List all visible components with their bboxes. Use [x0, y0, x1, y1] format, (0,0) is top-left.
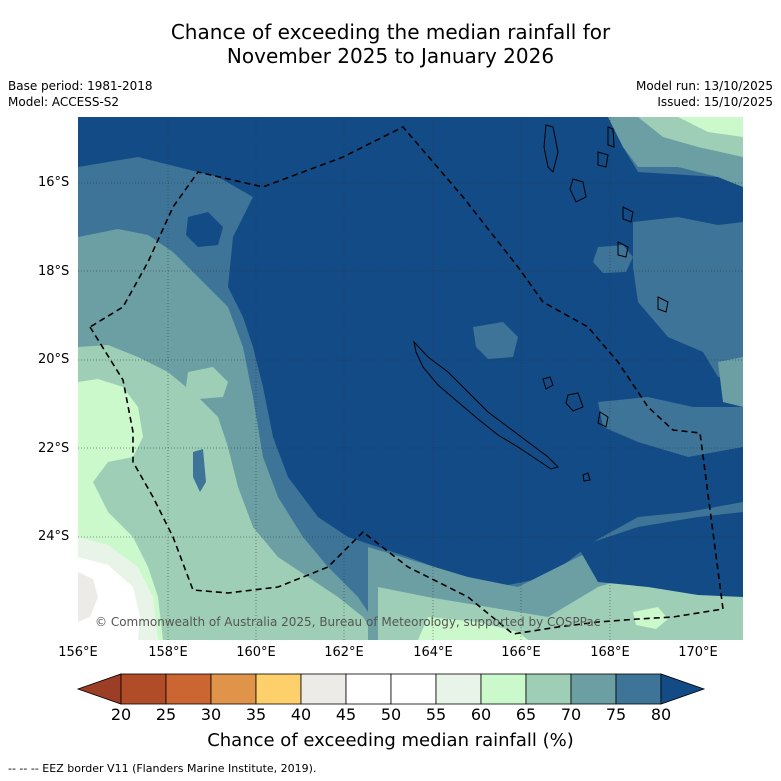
contour-40-45-sw [78, 572, 98, 622]
colorbar-tick-50: 50 [380, 705, 402, 724]
colorbar-extend-low [76, 673, 122, 705]
colorbar [76, 673, 706, 705]
lon-label-160e: 160°E [236, 645, 276, 660]
contour-70-75-east [718, 357, 743, 407]
contour-60-65-ne [678, 117, 743, 137]
colorbar-tick-30: 30 [200, 705, 222, 724]
lat-label-24s: 24°S [38, 529, 70, 544]
colorbar-tick-65: 65 [515, 705, 537, 724]
colorbar-segment-60 [480, 673, 527, 705]
colorbar-segment-55 [435, 673, 482, 705]
coastlines [413, 124, 669, 482]
colorbar-tick-75: 75 [605, 705, 627, 724]
lon-label-156e: 156°E [58, 645, 98, 660]
contour-75-80-east [633, 217, 743, 377]
eez-legend-note: -- -- -- EEZ border V11 (Flanders Marine… [8, 762, 317, 775]
colorbar-extend-high [660, 673, 706, 705]
loyalty-islands-outline [542, 376, 609, 428]
lon-label-170e: 170°E [678, 645, 718, 660]
contour-60-65-blob-se [633, 607, 668, 629]
new-caledonia-outline [413, 340, 559, 470]
colorbar-tick-45: 45 [335, 705, 357, 724]
lat-label-18s: 18°S [38, 264, 70, 279]
lon-label-162e: 162°E [324, 645, 364, 660]
map-title-line2: November 2025 to January 2026 [226, 44, 555, 68]
contour-50-55-sw [78, 557, 140, 640]
model-run: Model run: 13/10/2025 [635, 79, 773, 93]
colorbar-segment-70 [570, 673, 617, 705]
colorbar-tick-40: 40 [290, 705, 312, 724]
colorbar-segment-50 [390, 673, 437, 705]
colorbar-segment-35 [255, 673, 302, 705]
contour-gt80-core [78, 117, 743, 587]
lat-label-20s: 20°S [38, 352, 70, 367]
issued-date: Issued: 15/10/2025 [657, 95, 773, 109]
colorbar-label: Chance of exceeding median rainfall (%) [207, 730, 574, 751]
vanuatu-outline [543, 124, 669, 313]
colorbar-tick-35: 35 [245, 705, 267, 724]
contour-gt80-se [578, 512, 743, 597]
colorbar-tick-20: 20 [110, 705, 132, 724]
colorbar-segment-30 [210, 673, 257, 705]
lon-label-164e: 164°E [413, 645, 453, 660]
contour-75-80-se [598, 397, 743, 457]
colorbar-tick-25: 25 [155, 705, 177, 724]
contour-gt80-blob-nw [186, 212, 223, 247]
colorbar-tick-55: 55 [425, 705, 447, 724]
map-title-line1: Chance of exceeding the median rainfall … [170, 20, 611, 44]
lon-label-168e: 168°E [590, 645, 630, 660]
colorbar-segment-65 [525, 673, 572, 705]
contour-65-70-west [78, 345, 378, 640]
contour-65-70-blob [186, 367, 228, 399]
ile-des-pins-outline [582, 472, 591, 482]
contour-75-80-blob2 [593, 245, 633, 273]
colorbar-segment-45 [345, 673, 392, 705]
forecast-map: © Commonwealth of Australia 2025, Bureau… [78, 117, 743, 640]
contour-75-80-west-blob [193, 449, 206, 492]
colorbar-segment-75 [615, 673, 662, 705]
copyright-text: © Commonwealth of Australia 2025, Bureau… [95, 615, 600, 629]
lon-label-158e: 158°E [148, 645, 188, 660]
base-period: Base period: 1981-2018 [8, 79, 153, 93]
colorbar-segment-40 [300, 673, 347, 705]
colorbar-tick-70: 70 [560, 705, 582, 724]
lat-label-22s: 22°S [38, 441, 70, 456]
colorbar-segment-20 [120, 673, 167, 705]
colorbar-segment-25 [165, 673, 212, 705]
colorbar-tick-60: 60 [470, 705, 492, 724]
contour-60-65-south [418, 617, 528, 640]
lat-label-16s: 16°S [38, 175, 70, 190]
colorbar-tick-80: 80 [650, 705, 672, 724]
contour-75-80-blob1 [473, 322, 518, 359]
lon-label-166e: 166°E [501, 645, 541, 660]
model-name: Model: ACCESS-S2 [8, 95, 120, 109]
